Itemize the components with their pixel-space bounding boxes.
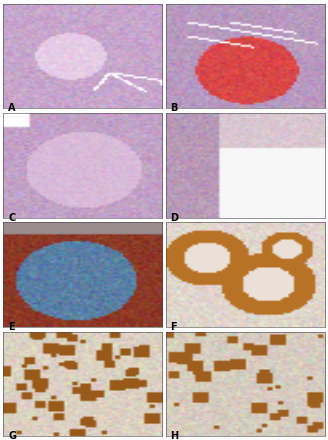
Text: E: E [8,322,15,332]
Text: C: C [8,213,15,223]
Text: A: A [8,103,15,113]
Text: G: G [8,431,16,440]
Text: F: F [171,322,177,332]
Text: B: B [171,103,178,113]
Text: H: H [171,431,178,440]
Text: D: D [171,213,178,223]
